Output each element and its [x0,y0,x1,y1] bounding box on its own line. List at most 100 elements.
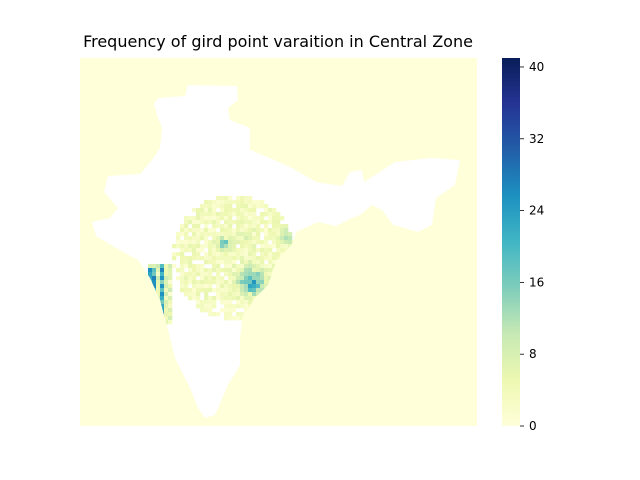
heatmap-cell [200,288,205,293]
heatmap-cell [204,236,209,241]
heatmap-cell [256,276,261,281]
heatmap-cell [228,236,233,241]
heatmap-cell [212,260,217,265]
heatmap-cell [208,300,213,305]
heatmap-cell [200,284,205,289]
heatmap-cell [244,216,249,221]
heatmap-cell [232,308,237,313]
heatmap-cell [180,244,185,249]
heatmap-cell [224,300,229,305]
heatmap-cell [248,212,253,217]
heatmap-cell [228,200,233,205]
heatmap-cell [196,252,201,257]
heatmap-cell [208,308,213,313]
heatmap-cell [272,208,277,213]
heatmap-cell [244,204,249,209]
heatmap-cell [220,244,225,249]
heatmap-cell [244,228,249,233]
heatmap-cell [216,288,221,293]
heatmap-cell [272,216,277,221]
heatmap-cell [188,272,193,277]
heatmap-cell [172,256,177,261]
heatmap-cell [252,288,257,293]
heatmap-cell [204,228,209,233]
heatmap-cell [224,272,229,277]
heatmap-cell [224,284,229,289]
heatmap-cell [244,224,249,229]
heatmap-cell [196,268,201,273]
heatmap-cell [216,232,221,237]
heatmap-cell [168,292,173,297]
heatmap-cell [176,276,181,281]
heatmap-cell [232,228,237,233]
heatmap-cell [216,296,221,301]
heatmap-cell [228,208,233,213]
heatmap-cell [248,236,253,241]
heatmap-cell [200,300,205,305]
heatmap-cell [248,224,253,229]
heatmap-cell [208,272,213,277]
heatmap-cell [204,200,209,205]
heatmap-cell [160,304,165,309]
heatmap-cell [172,244,177,249]
heatmap-cell [164,300,169,305]
heatmap-cell [164,268,169,273]
heatmap-cell [220,228,225,233]
heatmap-cell [220,200,225,205]
heatmap-cell [280,224,285,229]
heatmap-cell [256,256,261,261]
heatmap-cell [228,260,233,265]
heatmap-cell [264,220,269,225]
heatmap-cell [272,224,277,229]
heatmap-cell [220,300,225,305]
heatmap-cell [188,228,193,233]
heatmap-cell [228,244,233,249]
heatmap-cell [260,212,265,217]
heatmap-cell [272,236,277,241]
heatmap-cell [264,252,269,257]
heatmap-cell [212,312,217,317]
heatmap-cell [212,256,217,261]
heatmap-cell [196,220,201,225]
heatmap-cell [276,244,281,249]
heatmap-cell [208,212,213,217]
heatmap-cell [212,220,217,225]
heatmap-cell [236,256,241,261]
heatmap-cell [184,232,189,237]
heatmap-cell [216,252,221,257]
heatmap-cell [204,284,209,289]
heatmap-cell [228,196,233,201]
heatmap-cell [240,196,245,201]
heatmap-cell [260,272,265,277]
heatmap-cell [264,204,269,209]
heatmap-cell [232,220,237,225]
heatmap-cell [244,248,249,253]
heatmap-cell [204,208,209,213]
heatmap-cell [232,316,237,321]
heatmap-cell [272,228,277,233]
heatmap-cell [232,256,237,261]
heatmap-cell [236,200,241,205]
heatmap-cell [264,248,269,253]
heatmap-cell [260,260,265,265]
heatmap-cell [212,276,217,281]
heatmap-cell [192,292,197,297]
heatmap-cell [252,256,257,261]
heatmap-cell [240,300,245,305]
heatmap-cell [180,268,185,273]
heatmap-cell [204,276,209,281]
heatmap-cell [240,296,245,301]
heatmap-cell [152,264,157,269]
heatmap-cell [180,260,185,265]
heatmap-cell [244,308,249,313]
heatmap-cell [196,272,201,277]
heatmap-cell [228,204,233,209]
heatmap-cell [240,220,245,225]
heatmap-cell [196,292,201,297]
heatmap-cell [240,312,245,317]
heatmap-cell [236,220,241,225]
heatmap-cell [284,232,289,237]
heatmap-cell [184,248,189,253]
heatmap-cell [224,268,229,273]
heatmap-cell [180,232,185,237]
